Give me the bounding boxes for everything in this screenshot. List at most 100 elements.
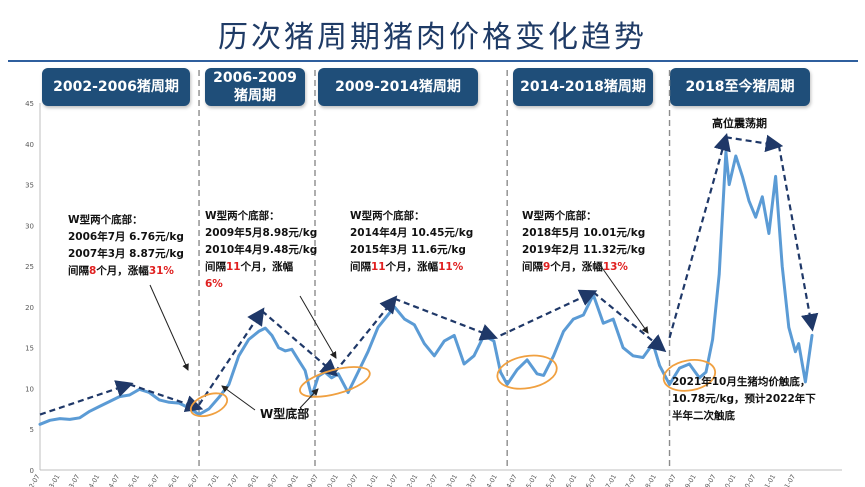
x-tick-label: 2014-01 [478, 473, 499, 487]
note-line: 2006年7月 6.76元/kg [68, 231, 184, 243]
x-tick-label: 2007-01 [200, 473, 221, 487]
note-line: 6% [205, 278, 223, 290]
x-tick-label: 2019-01 [677, 473, 698, 487]
x-tick-label: 2011-01 [359, 473, 380, 487]
data-point [463, 363, 465, 365]
data-point [741, 175, 744, 178]
data-point [483, 334, 485, 337]
data-point [562, 330, 565, 333]
data-point [257, 330, 260, 333]
data-point [357, 371, 359, 373]
note-line: 间隔11个月，涨幅 [205, 261, 294, 273]
data-point [499, 371, 502, 373]
y-tick-label: 5 [30, 426, 34, 434]
x-tick-label: 2002-07 [21, 473, 42, 487]
data-point [592, 293, 595, 296]
w-bottom-ellipse [299, 366, 371, 398]
data-point [208, 408, 210, 410]
data-point [658, 364, 661, 367]
data-point [78, 417, 81, 419]
note-line: 2018年5月 10.01元/kg [522, 227, 646, 239]
data-point [678, 367, 681, 369]
note-heading: W型两个底部： [68, 214, 143, 226]
data-point [788, 326, 790, 329]
x-tick-label: 2004-01 [81, 473, 102, 487]
data-point [423, 342, 426, 345]
y-tick-label: 30 [25, 222, 34, 230]
x-tick-label: 2010-01 [319, 473, 340, 487]
trend-arrow [668, 133, 731, 339]
data-point [108, 400, 111, 403]
x-tick-label: 2013-01 [439, 473, 460, 487]
data-point [128, 394, 131, 396]
data-point [237, 355, 240, 357]
y-tick-label: 45 [25, 100, 34, 108]
data-point [718, 273, 721, 276]
data-point [98, 405, 101, 408]
note-line: 2007年3月 8.87元/kg [68, 248, 184, 260]
data-point [178, 402, 180, 404]
y-tick-label: 35 [25, 182, 34, 190]
data-point [69, 418, 71, 421]
pointer-arrow [299, 388, 319, 409]
w-bottom-ellipse [189, 392, 229, 418]
x-tick-label: 2021-01 [757, 473, 778, 487]
note-line: 间隔9个月，涨幅13% [522, 261, 628, 273]
x-tick-label: 2006-07 [180, 473, 201, 487]
data-point [88, 410, 91, 413]
trend-arrow [39, 380, 134, 416]
data-point [698, 377, 701, 379]
pointer-arrow [221, 385, 256, 411]
note-line: 2019年2月 11.32元/kg [522, 244, 646, 256]
x-tick-label: 2008-01 [240, 473, 261, 487]
x-tick-label: 2021-07 [777, 473, 798, 487]
data-point [347, 391, 349, 394]
x-tick-label: 2003-01 [41, 473, 62, 487]
note-heading: W型两个底部： [350, 210, 425, 222]
cycle-label-2009-2014: 2009-2014猪周期 [318, 68, 478, 106]
data-point [413, 324, 416, 326]
trend-arrow [592, 291, 667, 353]
data-point [158, 399, 161, 401]
x-tick-label: 2013-07 [459, 473, 480, 487]
note-line: 2015年3月 11.6元/kg [350, 244, 466, 256]
data-point [632, 355, 634, 357]
note-line: 间隔8个月，涨幅31% [68, 265, 174, 277]
y-tick-label: 10 [25, 385, 34, 393]
data-point [748, 200, 750, 202]
note-line: 2010年4月9.48元/kg [205, 244, 318, 256]
data-point [582, 314, 585, 316]
data-point [781, 265, 783, 267]
data-point [506, 383, 508, 386]
trend-arrow [500, 289, 598, 337]
data-point [403, 318, 406, 320]
x-tick-label: 2012-01 [399, 473, 420, 487]
x-tick-label: 2004-07 [101, 473, 122, 487]
data-point [297, 359, 300, 361]
x-tick-label: 2014-07 [498, 473, 519, 487]
data-point [688, 363, 691, 365]
x-tick-label: 2009-01 [280, 473, 301, 487]
data-point [271, 334, 273, 337]
x-tick-label: 2012-07 [419, 473, 440, 487]
data-point [572, 318, 575, 320]
y-tick-label: 25 [25, 263, 34, 271]
data-point [453, 334, 455, 337]
data-point [473, 355, 475, 357]
note-line: 2014年4月 10.45元/kg [350, 227, 474, 239]
x-tick-label: 2020-01 [717, 473, 738, 487]
note-2018-now: 2021年10月生猪均价触底， 10.78元/kg，预计2022年下 半年二次触… [672, 374, 816, 425]
note-2014-2018: W型两个底部： 2018年5月 10.01元/kg 2019年2月 11.32元… [522, 208, 645, 276]
note-line: 2021年10月生猪均价触底， [672, 376, 811, 388]
x-tick-label: 2010-07 [339, 473, 360, 487]
data-point [493, 340, 495, 342]
x-tick-label: 2006-01 [160, 473, 181, 487]
trend-arrow [129, 383, 204, 413]
data-point [725, 151, 727, 153]
note-line: 10.78元/kg，预计2022年下 [672, 393, 816, 405]
data-point [198, 413, 200, 416]
note-line: 半年二次触底 [672, 410, 735, 422]
data-point [811, 334, 813, 337]
data-point [642, 356, 644, 359]
